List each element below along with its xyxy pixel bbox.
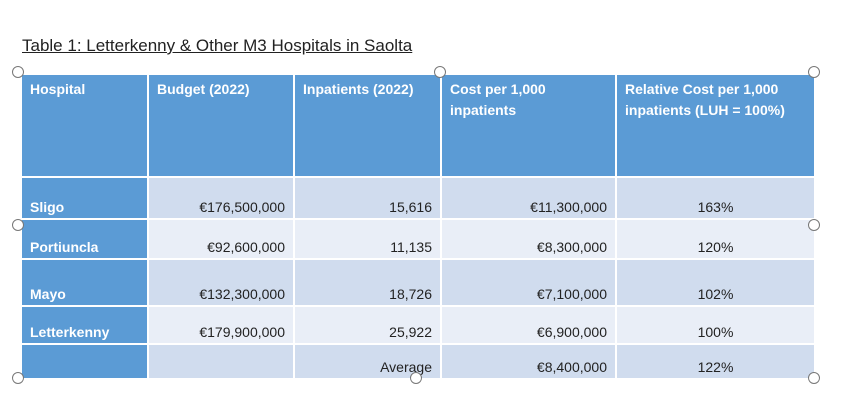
- cell-cost: €8,300,000: [440, 218, 617, 260]
- cell-budget: €179,900,000: [147, 305, 295, 345]
- average-relative: 122%: [615, 343, 816, 380]
- cell-empty: [147, 343, 295, 380]
- cell-hospital: Sligo: [20, 176, 149, 220]
- cell-relative: 120%: [615, 218, 816, 260]
- resize-handle-right[interactable]: [808, 219, 820, 231]
- resize-handle-left[interactable]: [12, 219, 24, 231]
- resize-handle-top-right[interactable]: [808, 66, 820, 78]
- cell-inpatients: 15,616: [293, 176, 442, 220]
- header-inpatients: Inpatients (2022): [293, 73, 442, 178]
- table-row: Letterkenny €179,900,000 25,922 €6,900,0…: [20, 305, 816, 345]
- cell-inpatients: 25,922: [293, 305, 442, 345]
- cell-budget: €176,500,000: [147, 176, 295, 220]
- cell-relative: 100%: [615, 305, 816, 345]
- cell-budget: €132,300,000: [147, 258, 295, 307]
- cell-hospital: Portiuncla: [20, 218, 149, 260]
- cell-cost: €11,300,000: [440, 176, 617, 220]
- cell-empty: [20, 343, 149, 380]
- cell-hospital: Mayo: [20, 258, 149, 307]
- table-row: Mayo €132,300,000 18,726 €7,100,000 102%: [20, 258, 816, 307]
- table-title: Table 1: Letterkenny & Other M3 Hospital…: [22, 36, 413, 55]
- hospitals-table[interactable]: Hospital Budget (2022) Inpatients (2022)…: [20, 73, 816, 380]
- resize-handle-bottom-left[interactable]: [12, 372, 24, 384]
- resize-handle-top[interactable]: [434, 66, 446, 78]
- average-row: Average €8,400,000 122%: [20, 343, 816, 380]
- header-budget: Budget (2022): [147, 73, 295, 178]
- table-row: Portiuncla €92,600,000 11,135 €8,300,000…: [20, 218, 816, 260]
- header-hospital: Hospital: [20, 73, 149, 178]
- table-row: Sligo €176,500,000 15,616 €11,300,000 16…: [20, 176, 816, 220]
- cell-inpatients: 11,135: [293, 218, 442, 260]
- resize-handle-bottom[interactable]: [410, 372, 422, 384]
- cell-relative: 102%: [615, 258, 816, 307]
- header-cost: Cost per 1,000 inpatients: [440, 73, 617, 178]
- cell-hospital: Letterkenny: [20, 305, 149, 345]
- average-cost: €8,400,000: [440, 343, 617, 380]
- header-row: Hospital Budget (2022) Inpatients (2022)…: [20, 73, 816, 178]
- resize-handle-bottom-right[interactable]: [808, 372, 820, 384]
- header-relative-cost: Relative Cost per 1,000 inpatients (LUH …: [615, 73, 816, 178]
- cell-inpatients: 18,726: [293, 258, 442, 307]
- cell-relative: 163%: [615, 176, 816, 220]
- cell-budget: €92,600,000: [147, 218, 295, 260]
- cell-cost: €7,100,000: [440, 258, 617, 307]
- cell-cost: €6,900,000: [440, 305, 617, 345]
- resize-handle-top-left[interactable]: [12, 66, 24, 78]
